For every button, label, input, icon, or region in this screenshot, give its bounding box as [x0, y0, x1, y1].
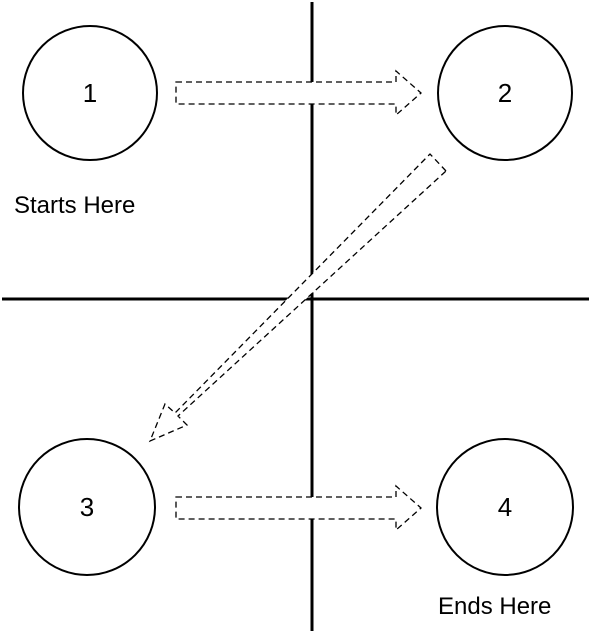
- node-4-label: 4: [498, 492, 512, 522]
- node-1-label: 1: [83, 78, 97, 108]
- node-3-circle: [18, 438, 156, 576]
- node-2-circle: [437, 25, 573, 161]
- arrow-1-to-2: [175, 69, 422, 117]
- node-1-circle: [22, 25, 158, 161]
- start-caption: Starts Here: [14, 192, 135, 219]
- node-3-label: 3: [80, 492, 94, 522]
- arrow-2-to-3: [148, 153, 447, 443]
- arrow-3-to-4: [175, 484, 422, 532]
- node-2-label: 2: [498, 78, 512, 108]
- node-3: 3: [18, 438, 156, 576]
- end-caption: Ends Here: [438, 593, 551, 620]
- node-4: 4: [436, 438, 574, 576]
- node-2: 2: [437, 25, 573, 161]
- node-4-circle: [436, 438, 574, 576]
- node-1: 1: [22, 25, 158, 161]
